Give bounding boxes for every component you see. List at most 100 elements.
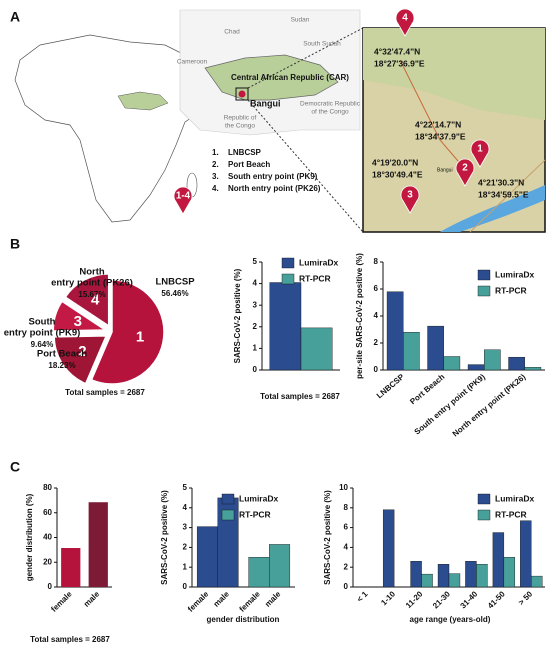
y-tick-label: 0 — [374, 365, 379, 374]
bar — [410, 561, 422, 588]
y-tick-label: 2 — [183, 543, 188, 552]
y-tick-label: 4 — [344, 543, 349, 552]
y-tick-label: 80 — [43, 483, 52, 492]
legend-swatch — [477, 493, 491, 505]
site-lat: 4°21'30.3"N — [478, 177, 524, 187]
bar — [484, 349, 501, 371]
country-label: Republic of — [224, 115, 257, 122]
site-pin — [400, 185, 420, 214]
y-tick-label: 2 — [374, 338, 379, 347]
country-label: Democratic Republic — [300, 101, 361, 108]
slice-name: South — [29, 317, 56, 328]
site-pin-label: 2 — [462, 163, 468, 174]
legend-swatch — [477, 285, 491, 297]
zoom-line — [247, 99, 364, 233]
bar — [508, 356, 525, 371]
x-tick-label: Port Beach — [408, 372, 446, 406]
y-axis-label: gender distribution (%) — [25, 493, 34, 581]
legend-label: RT-PCR — [299, 273, 331, 283]
pie-slice — [52, 300, 108, 332]
y-tick-label: 6 — [344, 523, 349, 532]
country-label: Sudan — [291, 17, 310, 24]
site-pin-label: 1 — [477, 144, 483, 155]
slice-value: 15.67% — [78, 290, 105, 299]
x-tick-label: 31-40 — [458, 589, 479, 610]
x-tick-label: female — [238, 589, 263, 614]
y-tick-label: 10 — [339, 483, 348, 492]
legend-swatch — [281, 273, 295, 285]
x-axis-label: gender distribution — [207, 615, 280, 624]
bar — [300, 327, 333, 371]
x-axis-label: Total samples = 2687 — [30, 635, 110, 644]
site-pin — [455, 158, 475, 187]
legend-swatch — [221, 493, 235, 505]
x-tick-label: male — [212, 589, 232, 609]
y-tick-label: 0 — [183, 582, 188, 591]
capital-inset: Bangui — [437, 167, 453, 173]
pie-slice — [64, 273, 110, 328]
car-region — [204, 54, 339, 101]
legend-label: LumiraDx — [495, 493, 534, 503]
site-lat: 4°32'47.4"N — [374, 46, 420, 56]
slice-name: Port Beach — [37, 349, 87, 360]
y-tick-label: 40 — [43, 533, 52, 542]
y-tick-label: 5 — [253, 257, 258, 266]
bar — [248, 557, 270, 588]
pie-note: Total samples = 2687 — [65, 388, 145, 397]
slice-label: 2 — [78, 343, 86, 360]
y-tick-label: 4 — [374, 311, 379, 320]
legend-swatch — [477, 269, 491, 281]
site-pin — [470, 139, 490, 168]
site-lon: 18°34'37.9"E — [415, 131, 466, 141]
slice-value: 18.23% — [48, 361, 75, 370]
y-tick-label: 1 — [253, 344, 258, 353]
y-axis-label: per-site SARS-CoV-2 positive (%) — [355, 253, 364, 379]
y-tick-label: 8 — [344, 503, 349, 512]
x-tick-label: LNBCSP — [375, 372, 406, 400]
car-small — [117, 91, 169, 111]
bar — [269, 282, 302, 371]
slice-value: 56.46% — [161, 289, 188, 298]
y-tick-label: 0 — [344, 582, 349, 591]
bangui-dot — [238, 90, 246, 98]
x-tick-label: South entry point (PK9) — [413, 372, 487, 437]
site-lon: 18°34'59.5"E — [478, 189, 529, 199]
slice-label: 4 — [91, 292, 100, 309]
bar — [437, 564, 450, 588]
legend-swatch — [221, 509, 235, 521]
legend-label: RT-PCR — [239, 509, 271, 519]
road — [469, 159, 546, 233]
x-tick-label: female — [49, 589, 74, 614]
site-number: 4. — [212, 184, 219, 193]
site-name: LNBCSP — [228, 148, 262, 157]
site-lat: 4°22'14.7"N — [415, 119, 461, 129]
slice-name: entry point (PK9) — [4, 328, 81, 339]
legend-label: RT-PCR — [495, 509, 527, 519]
y-tick-label: 2 — [253, 322, 258, 331]
panel-letter: A — [10, 9, 20, 25]
y-tick-label: 1 — [183, 562, 188, 571]
y-tick-label: 60 — [43, 508, 52, 517]
zoom-line — [247, 27, 364, 89]
legend-swatch — [281, 257, 295, 269]
bar — [448, 573, 461, 588]
x-axis-label: Total samples = 2687 — [260, 392, 340, 401]
bar — [531, 575, 543, 588]
bar — [503, 557, 516, 588]
bar — [443, 356, 461, 371]
country-label: the Congo — [225, 123, 255, 130]
y-axis-label: SARS-CoV-2 positive (%) — [323, 490, 332, 585]
car-label: Central African Republic (CAR) — [231, 73, 349, 82]
site-name: South entry point (PK9) — [228, 172, 318, 181]
legend-label: LumiraDx — [239, 493, 278, 503]
panel-letter: C — [10, 459, 20, 475]
y-tick-label: 2 — [344, 562, 349, 571]
y-tick-label: 8 — [374, 257, 379, 266]
bar — [520, 520, 532, 588]
pin-all-label: 1-4 — [176, 191, 191, 202]
pie-slice — [53, 335, 108, 385]
inset-terrain — [363, 28, 545, 120]
bar — [386, 291, 404, 371]
x-tick-label: 41-50 — [486, 589, 507, 610]
